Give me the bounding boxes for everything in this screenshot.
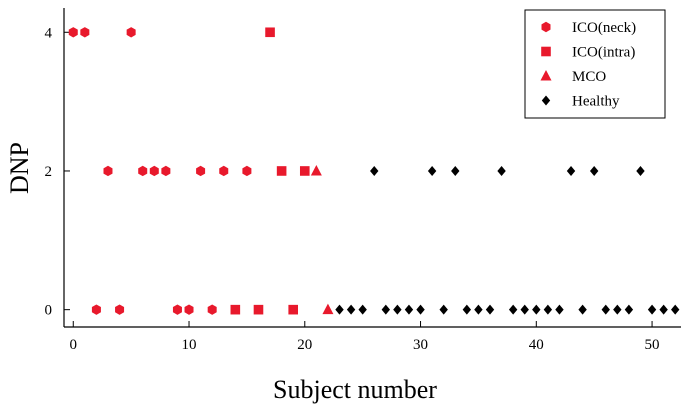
point-healthy xyxy=(497,165,506,176)
point-healthy xyxy=(532,304,541,315)
point-healthy xyxy=(404,304,414,315)
point-healthy xyxy=(647,304,657,315)
point-ico-intra xyxy=(276,166,287,176)
point-ico-neck xyxy=(242,165,252,177)
x-tick-label: 30 xyxy=(413,337,428,353)
point-healthy xyxy=(520,304,529,315)
point-healthy xyxy=(358,304,367,315)
legend: ICO(neck) ICO(intra) MCO Healthy xyxy=(524,9,666,119)
point-ico-neck xyxy=(149,165,159,177)
point-healthy xyxy=(671,304,680,315)
point-ico-intra xyxy=(299,166,310,176)
point-healthy xyxy=(624,304,634,315)
y-tick-label: 2 xyxy=(45,164,53,180)
point-mco xyxy=(310,164,322,176)
y-axis-title: DNP xyxy=(5,142,34,194)
point-healthy xyxy=(381,304,391,315)
point-ico-neck xyxy=(115,304,125,315)
point-ico-intra xyxy=(253,304,264,315)
x-tick-label: 0 xyxy=(70,337,78,353)
point-ico-neck xyxy=(103,165,113,177)
point-healthy xyxy=(462,304,472,315)
point-healthy xyxy=(543,304,553,315)
legend-marker-mco xyxy=(540,70,552,81)
point-healthy xyxy=(485,304,495,315)
point-ico-neck xyxy=(126,27,136,38)
legend-label-ico-intra: ICO(intra) xyxy=(572,45,635,61)
point-ico-neck xyxy=(138,165,148,177)
legend-label-healthy: Healthy xyxy=(572,94,620,110)
point-healthy xyxy=(566,165,576,176)
point-healthy xyxy=(601,304,610,315)
point-healthy xyxy=(578,304,587,315)
point-ico-neck xyxy=(68,27,78,38)
point-healthy xyxy=(335,304,344,315)
point-healthy xyxy=(370,165,379,176)
point-healthy xyxy=(555,304,564,315)
legend-label-ico-neck: ICO(neck) xyxy=(572,20,636,36)
x-tick-label: 50 xyxy=(645,337,660,353)
legend-label-mco: MCO xyxy=(572,69,606,85)
legend-marker-ico-intra xyxy=(541,46,551,57)
point-healthy xyxy=(416,304,425,315)
plot-area xyxy=(63,8,681,328)
point-healthy xyxy=(659,304,668,315)
point-healthy xyxy=(613,304,622,315)
point-healthy xyxy=(636,165,645,176)
legend-marker-healthy xyxy=(541,95,551,106)
y-tick-label: 4 xyxy=(45,25,53,41)
axis-ticks: 0 10 20 30 40 50 0 2 4 xyxy=(45,25,660,353)
x-axis-title: Subject number xyxy=(273,375,437,404)
point-healthy xyxy=(346,304,356,315)
point-ico-intra xyxy=(288,304,299,315)
x-tick-label: 20 xyxy=(297,337,312,353)
point-ico-intra xyxy=(265,27,275,38)
point-healthy xyxy=(474,304,483,315)
point-ico-neck xyxy=(219,165,229,177)
data-points xyxy=(68,27,680,315)
point-ico-neck xyxy=(184,304,194,315)
x-tick-label: 10 xyxy=(182,337,197,353)
point-ico-neck xyxy=(172,304,182,315)
point-mco xyxy=(322,303,334,315)
x-tick-label: 40 xyxy=(529,337,544,353)
point-healthy xyxy=(508,304,518,315)
point-ico-intra xyxy=(230,304,241,315)
point-healthy xyxy=(393,304,402,315)
point-healthy xyxy=(439,304,448,315)
point-ico-neck xyxy=(91,304,101,315)
point-healthy xyxy=(589,165,599,176)
y-tick-label: 0 xyxy=(45,303,53,319)
point-ico-neck xyxy=(80,27,90,38)
point-ico-neck xyxy=(207,304,217,315)
point-healthy xyxy=(427,165,437,176)
point-healthy xyxy=(451,165,460,176)
point-ico-neck xyxy=(196,165,206,177)
point-ico-neck xyxy=(161,165,171,177)
legend-marker-ico-neck xyxy=(541,21,551,33)
